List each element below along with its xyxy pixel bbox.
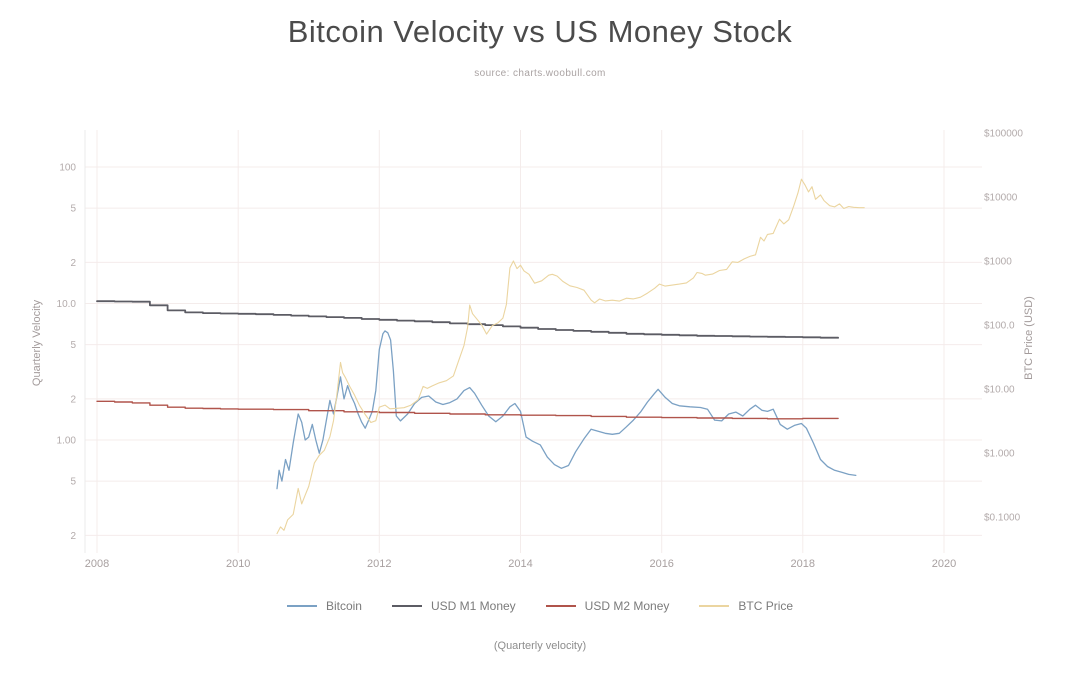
legend-item-bitcoin[interactable]: Bitcoin xyxy=(286,599,362,613)
legend-swatch xyxy=(545,605,576,607)
chart-caption: (Quarterly velocity) xyxy=(493,640,587,652)
legend-label: BTC Price xyxy=(738,599,794,613)
legend-item-usd-m1-money[interactable]: USD M1 Money xyxy=(391,599,516,613)
left-axis-title: Quarterly Velocity xyxy=(31,299,43,386)
chart-legend: Bitcoin USD M1 Money USD M2 Money BTC Price xyxy=(0,599,1080,613)
legend-label: USD M1 Money xyxy=(430,599,516,613)
right-axis-tick-label: $100000 xyxy=(984,129,1023,140)
right-axis-tick-label: $100.0 xyxy=(984,321,1015,332)
right-axis-tick-label: $10000 xyxy=(984,193,1018,204)
x-axis-tick-label: 2010 xyxy=(226,558,250,570)
chart-title: Bitcoin Velocity vs US Money Stock xyxy=(287,14,793,49)
left-axis-tick-label: 5 xyxy=(70,204,76,215)
x-axis-tick-label: 2014 xyxy=(508,558,532,570)
legend-swatch xyxy=(286,605,317,607)
legend-swatch xyxy=(391,605,422,607)
right-axis-tick-label: $1000 xyxy=(984,257,1012,268)
x-axis-tick-label: 2012 xyxy=(367,558,391,570)
legend-label: Bitcoin xyxy=(325,599,362,613)
left-axis-tick-label: 100 xyxy=(59,163,76,174)
left-axis-tick-label: 10.0 xyxy=(57,299,77,310)
legend-item-btc-price[interactable]: BTC Price xyxy=(699,599,793,613)
x-axis-tick-label: 2008 xyxy=(85,558,109,570)
left-axis-tick-label: 5 xyxy=(70,340,76,351)
legend-item-usd-m2-money[interactable]: USD M2 Money xyxy=(545,599,670,613)
x-axis-tick-label: 2020 xyxy=(932,558,956,570)
left-axis-tick-label: 5 xyxy=(70,477,76,488)
x-axis-tick-label: 2016 xyxy=(649,558,673,570)
series-line-bitcoin xyxy=(276,330,857,490)
legend-label: USD M2 Money xyxy=(584,599,670,613)
series-line-usd-m1-money xyxy=(96,300,839,339)
chart-source-subtitle: source: charts.woobull.com xyxy=(474,68,606,79)
right-axis-tick-label: $10.00 xyxy=(984,385,1015,396)
series-line-usd-m2-money xyxy=(96,400,839,420)
left-axis-tick-label: 2 xyxy=(70,258,76,269)
right-axis-tick-label: $1.000 xyxy=(984,449,1015,460)
x-axis-tick-label: 2018 xyxy=(791,558,815,570)
legend-swatch xyxy=(699,605,730,607)
right-axis-title: BTC Price (USD) xyxy=(1023,296,1035,380)
left-axis-tick-label: 2 xyxy=(70,531,76,542)
right-axis-tick-label: $0.1000 xyxy=(984,513,1021,524)
series-line-btc-price xyxy=(276,178,865,535)
left-axis-tick-label: 2 xyxy=(70,394,76,405)
left-axis-tick-label: 1.00 xyxy=(57,436,77,447)
